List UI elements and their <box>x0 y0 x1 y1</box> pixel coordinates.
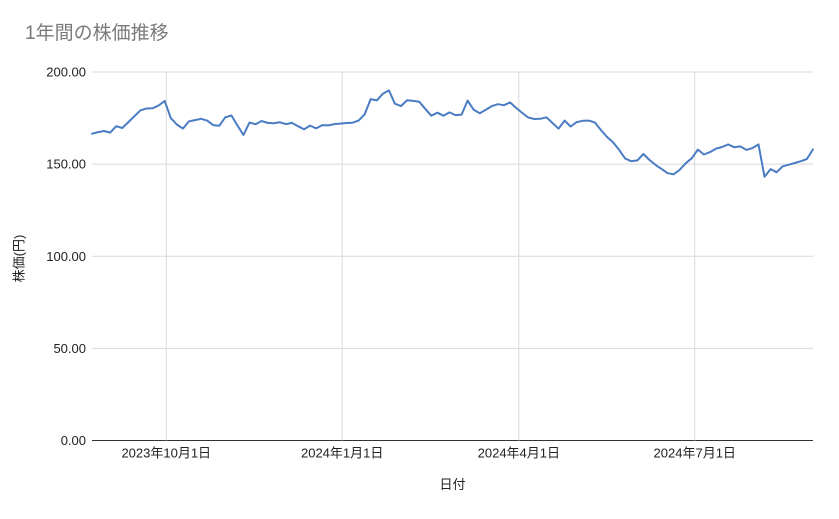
x-tick-label: 2023年10月1日 <box>121 446 211 461</box>
chart-title: 1年間の株価推移 <box>25 23 169 44</box>
y-tick-label: 200.00 <box>46 65 86 80</box>
x-axis-title: 日付 <box>439 477 466 492</box>
x-tick-label: 2024年4月1日 <box>478 446 560 461</box>
y-tick-label: 100.00 <box>46 249 86 264</box>
price-line <box>91 89 814 178</box>
y-tick-label: 50.00 <box>53 341 86 356</box>
x-tick-label: 2024年7月1日 <box>654 446 736 461</box>
y-tick-label: 150.00 <box>46 157 86 172</box>
y-tick-label: 0.00 <box>61 433 86 448</box>
x-tick-label: 2024年1月1日 <box>301 446 383 461</box>
